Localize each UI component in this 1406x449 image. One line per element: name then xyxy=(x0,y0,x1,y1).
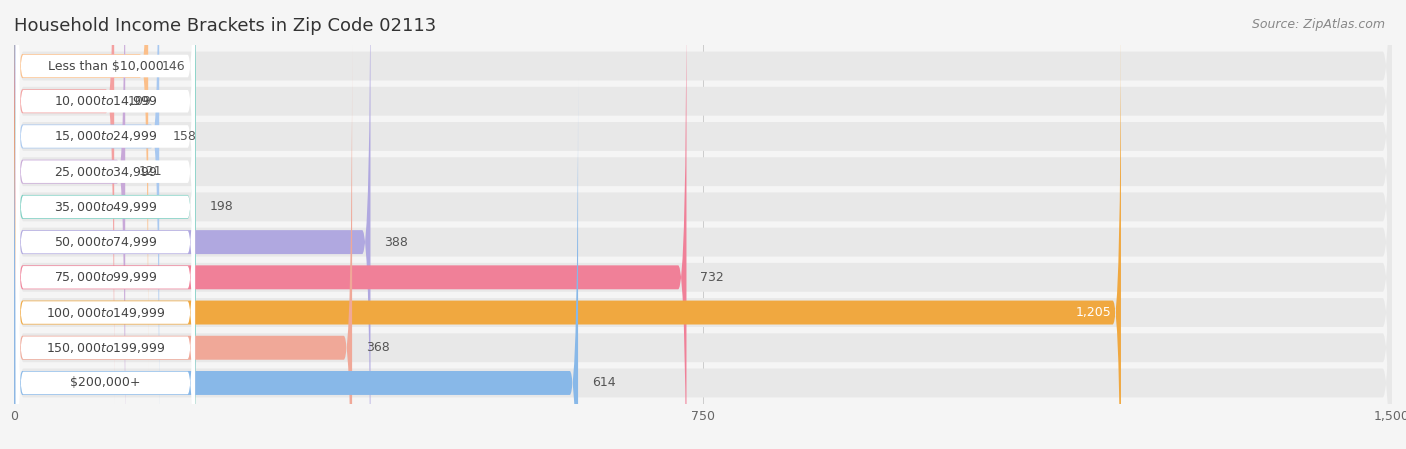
Text: $100,000 to $149,999: $100,000 to $149,999 xyxy=(46,305,165,320)
FancyBboxPatch shape xyxy=(15,0,195,372)
Text: 146: 146 xyxy=(162,60,186,73)
Text: 109: 109 xyxy=(128,95,152,108)
Text: $150,000 to $199,999: $150,000 to $199,999 xyxy=(46,341,165,355)
Text: $25,000 to $34,999: $25,000 to $34,999 xyxy=(53,165,157,179)
FancyBboxPatch shape xyxy=(14,45,1392,449)
Text: $75,000 to $99,999: $75,000 to $99,999 xyxy=(53,270,157,284)
Text: 388: 388 xyxy=(384,236,408,249)
Text: 121: 121 xyxy=(139,165,163,178)
FancyBboxPatch shape xyxy=(14,0,1392,449)
FancyBboxPatch shape xyxy=(14,0,1392,449)
FancyBboxPatch shape xyxy=(14,43,352,449)
FancyBboxPatch shape xyxy=(15,7,195,449)
FancyBboxPatch shape xyxy=(14,0,1392,439)
Text: $50,000 to $74,999: $50,000 to $74,999 xyxy=(53,235,157,249)
FancyBboxPatch shape xyxy=(14,0,114,406)
Text: Source: ZipAtlas.com: Source: ZipAtlas.com xyxy=(1251,18,1385,31)
FancyBboxPatch shape xyxy=(14,0,1392,404)
FancyBboxPatch shape xyxy=(14,0,195,449)
Text: 1,205: 1,205 xyxy=(1076,306,1112,319)
Text: $35,000 to $49,999: $35,000 to $49,999 xyxy=(53,200,157,214)
Text: Household Income Brackets in Zip Code 02113: Household Income Brackets in Zip Code 02… xyxy=(14,17,436,35)
Text: 732: 732 xyxy=(700,271,724,284)
Text: 158: 158 xyxy=(173,130,197,143)
Text: 368: 368 xyxy=(366,341,389,354)
FancyBboxPatch shape xyxy=(15,113,195,449)
FancyBboxPatch shape xyxy=(15,0,195,407)
FancyBboxPatch shape xyxy=(15,0,195,336)
FancyBboxPatch shape xyxy=(14,0,370,449)
FancyBboxPatch shape xyxy=(15,42,195,449)
FancyBboxPatch shape xyxy=(14,0,125,449)
FancyBboxPatch shape xyxy=(14,0,1392,449)
Text: 614: 614 xyxy=(592,376,616,389)
FancyBboxPatch shape xyxy=(14,10,1392,449)
FancyBboxPatch shape xyxy=(14,0,1392,449)
Text: $200,000+: $200,000+ xyxy=(70,376,141,389)
Text: $15,000 to $24,999: $15,000 to $24,999 xyxy=(53,129,157,144)
FancyBboxPatch shape xyxy=(15,0,195,442)
FancyBboxPatch shape xyxy=(15,0,195,449)
FancyBboxPatch shape xyxy=(15,77,195,449)
FancyBboxPatch shape xyxy=(14,0,1392,449)
FancyBboxPatch shape xyxy=(14,0,686,449)
FancyBboxPatch shape xyxy=(15,0,195,449)
FancyBboxPatch shape xyxy=(14,78,578,449)
Text: 198: 198 xyxy=(209,200,233,213)
Text: $10,000 to $14,999: $10,000 to $14,999 xyxy=(53,94,157,108)
FancyBboxPatch shape xyxy=(14,0,148,371)
Text: Less than $10,000: Less than $10,000 xyxy=(48,60,163,73)
FancyBboxPatch shape xyxy=(14,0,159,441)
FancyBboxPatch shape xyxy=(14,0,1392,449)
FancyBboxPatch shape xyxy=(14,8,1121,449)
